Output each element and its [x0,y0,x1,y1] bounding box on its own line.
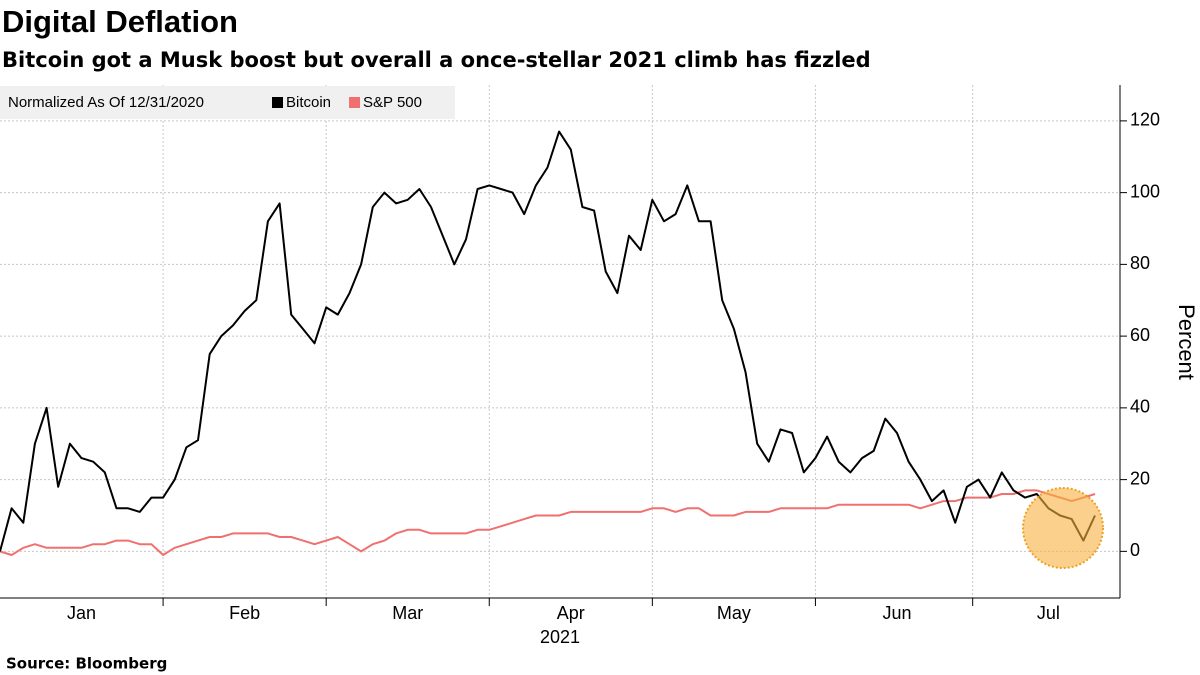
plot-area: 0 20 40 60 80 100 120 Jan Feb Mar Apr May Jun Jul [0,85,1160,623]
y-tick-label: 40 [1130,397,1150,417]
y-tick-label: 0 [1130,540,1140,560]
chart-title: Digital Deflation [2,4,238,39]
y-axis-label: Percent [1174,304,1199,380]
series-line [0,489,1096,556]
legend-box [0,86,455,119]
y-tick-label: 80 [1130,253,1150,273]
legend-swatch [349,97,361,108]
y-tick-label: 20 [1130,468,1150,488]
x-tick-label: Mar [392,603,423,623]
x-tick-label: Apr [557,603,585,623]
highlight-circle [1022,487,1104,569]
y-tick-label: 60 [1130,325,1150,345]
legend-label: S&P 500 [363,94,422,111]
x-axis-label: 2021 [540,627,580,647]
x-tick-label: Jul [1037,603,1060,623]
legend: Bitcoin S&P 500 [272,94,422,111]
x-tick-label: May [717,603,751,623]
legend-swatch [272,97,283,108]
x-tick-label: Feb [229,603,260,623]
y-tick-label: 120 [1130,110,1160,130]
legend-label: Bitcoin [286,94,331,111]
y-tick-label: 100 [1130,181,1160,201]
chart-subtitle: Bitcoin got a Musk boost but overall a o… [2,48,871,72]
series-line [0,130,1096,552]
x-tick-label: Jun [882,603,911,623]
legend-title: Normalized As Of 12/31/2020 [8,94,204,111]
x-tick-label: Jan [67,603,96,623]
source: Source: Bloomberg [6,655,167,673]
